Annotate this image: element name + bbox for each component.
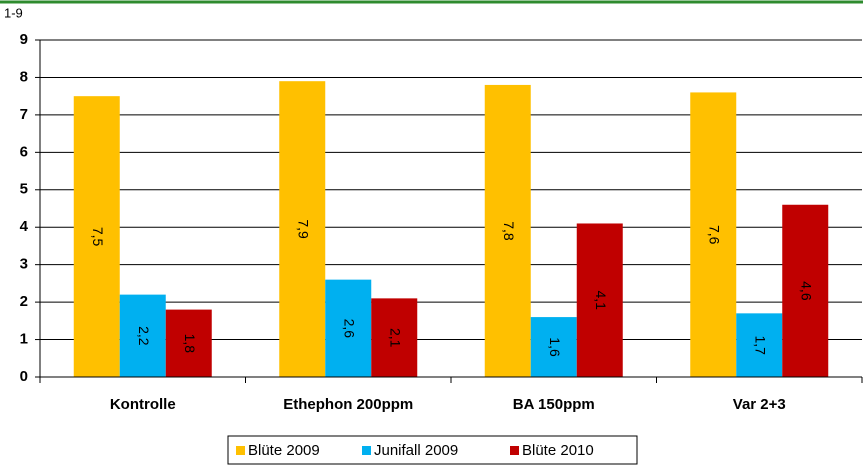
legend-label: Blüte 2009 [248, 442, 320, 459]
y-tick-label: 5 [20, 181, 28, 198]
legend-label: Blüte 2010 [522, 442, 594, 459]
value-label: 2,1 [388, 328, 404, 348]
value-label: 2,6 [342, 319, 358, 339]
value-label: 1,7 [753, 335, 769, 355]
value-label: 7,6 [707, 225, 723, 245]
y-tick-label: 2 [20, 293, 28, 310]
y-tick-label: 0 [20, 368, 28, 385]
value-label: 7,8 [501, 221, 517, 241]
bar [782, 204, 829, 377]
bar [484, 84, 531, 377]
x-tick-label: Ethephon 200ppm [283, 396, 413, 413]
bar [576, 223, 623, 377]
bar [325, 279, 372, 377]
value-label: 4,6 [799, 281, 815, 301]
bar [165, 309, 212, 377]
y-tick-label: 9 [20, 31, 28, 48]
y-tick-label: 7 [20, 106, 28, 123]
legend: Blüte 2009 Junifall 2009 Blüte 2010 [227, 435, 638, 465]
x-tick-label: Kontrolle [110, 396, 176, 413]
legend-frame [227, 435, 638, 465]
legend-swatch [362, 446, 371, 455]
y-tick-label: 6 [20, 143, 28, 160]
y-tick-label: 8 [20, 68, 28, 85]
bar [371, 298, 418, 377]
value-label: 1,6 [547, 337, 563, 357]
y-axis-label: 1-9 [4, 5, 23, 20]
legend-swatch [510, 446, 519, 455]
value-label: 2,2 [136, 326, 152, 346]
legend-swatch [236, 446, 245, 455]
x-tick-label: BA 150ppm [513, 396, 595, 413]
y-tick-label: 4 [20, 218, 29, 235]
legend-label: Junifall 2009 [374, 442, 458, 459]
bar [119, 294, 166, 377]
bar [690, 92, 737, 377]
x-tick-label: Var 2+3 [733, 396, 786, 413]
y-tick-label: 3 [20, 256, 28, 273]
y-tick-label: 1 [20, 331, 28, 348]
bar [279, 81, 326, 377]
value-label: 7,5 [90, 227, 106, 247]
bar [73, 96, 120, 378]
value-label: 7,9 [296, 219, 312, 239]
value-label: 1,8 [182, 334, 198, 354]
bar [736, 313, 783, 377]
value-label: 4,1 [593, 291, 609, 311]
bar [530, 317, 577, 377]
